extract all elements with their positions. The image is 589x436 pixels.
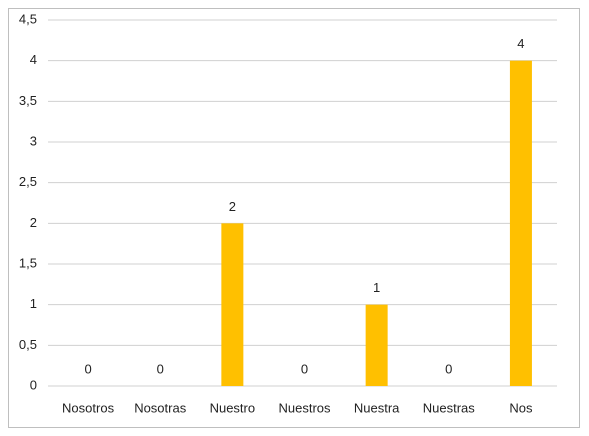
y-tick-label: 1 (30, 296, 37, 311)
y-tick-label: 4 (30, 52, 37, 67)
data-label: 1 (373, 280, 380, 295)
data-label: 0 (157, 361, 164, 376)
y-tick-label: 3,5 (19, 93, 37, 108)
y-tick-label: 2,5 (19, 174, 37, 189)
data-label: 0 (445, 361, 452, 376)
x-tick-label: Nosotras (134, 400, 187, 415)
data-label: 0 (301, 361, 308, 376)
x-tick-label: Nuestro (210, 400, 256, 415)
data-label: 4 (517, 36, 524, 51)
data-label: 2 (229, 199, 236, 214)
y-tick-label: 0,5 (19, 337, 37, 352)
bar (365, 304, 388, 386)
y-tick-label: 4,5 (19, 11, 37, 26)
y-tick-label: 3 (30, 133, 37, 148)
x-tick-label: Nuestros (278, 400, 331, 415)
y-tick-label: 0 (30, 377, 37, 392)
chart-border (8, 8, 580, 428)
bar (509, 60, 532, 387)
x-tick-label: Nosotros (62, 400, 115, 415)
data-label: 0 (84, 361, 91, 376)
y-tick-label: 1,5 (19, 255, 37, 270)
x-tick-label: Nuestra (354, 400, 400, 415)
x-tick-label: Nuestras (423, 400, 476, 415)
x-tick-label: Nos (509, 400, 533, 415)
y-tick-label: 2 (30, 215, 37, 230)
bar (221, 223, 244, 386)
